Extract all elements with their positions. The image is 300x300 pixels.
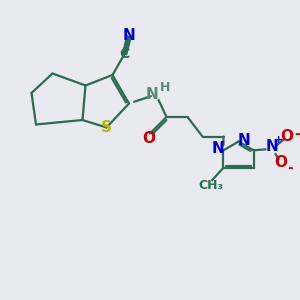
Text: +: + xyxy=(274,135,283,146)
Text: N: N xyxy=(266,139,278,154)
Text: -: - xyxy=(287,161,293,175)
Text: -: - xyxy=(294,128,300,141)
Text: O: O xyxy=(275,155,288,170)
Text: N: N xyxy=(123,28,135,43)
Text: CH₃: CH₃ xyxy=(198,179,223,192)
Text: S: S xyxy=(101,120,112,135)
Text: N: N xyxy=(212,141,224,156)
Text: H: H xyxy=(160,81,170,94)
Text: O: O xyxy=(281,129,294,144)
Text: N: N xyxy=(146,87,159,102)
Text: C: C xyxy=(119,47,129,61)
Text: O: O xyxy=(142,130,155,146)
Text: N: N xyxy=(238,133,250,148)
